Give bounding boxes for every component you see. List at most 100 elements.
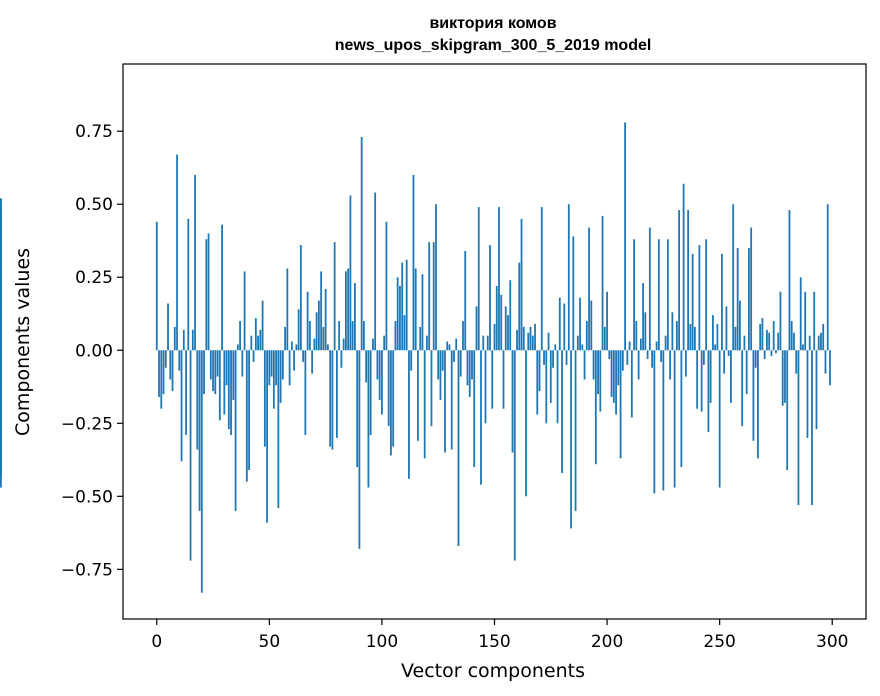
bar [705,239,708,351]
bar [173,326,176,351]
bar [799,277,802,351]
bar [644,312,647,351]
bar [453,350,455,362]
bar [734,326,737,351]
bar [675,321,678,351]
bar [450,350,453,450]
bar [718,350,721,488]
bar [829,350,831,386]
bar [743,335,746,351]
bar [712,315,714,351]
bar [205,239,208,351]
bar [417,350,419,441]
bar [693,326,696,351]
bar [263,350,266,447]
bar [529,326,532,351]
bar [684,350,687,377]
bar [716,323,719,351]
bar [484,350,487,424]
bar [252,350,255,362]
bar [363,321,365,351]
bar [277,350,280,508]
y-tick-label: −0.25 [61,414,113,434]
bar [745,350,748,395]
bar [466,350,469,386]
bar [489,245,491,351]
bar [432,242,435,351]
bar [772,321,775,351]
bar [795,350,798,374]
bar [194,175,196,351]
bar [239,321,241,351]
bar [304,350,307,435]
bar [308,321,311,351]
bar [565,350,568,365]
bar [387,350,390,427]
bar [185,350,187,435]
bar [657,239,660,351]
bar [248,350,250,471]
bar [320,271,323,351]
bar [770,350,773,357]
bar [633,239,635,351]
bar [196,350,199,450]
bar [356,350,359,468]
bar [306,291,309,351]
bar [299,245,302,351]
bar [270,350,273,377]
bar [806,350,809,438]
bar [727,350,730,357]
bar [687,210,690,351]
bar [826,204,829,351]
bar [696,350,699,409]
bar [615,350,617,415]
bar [709,350,712,403]
bar [347,268,350,351]
bar [536,350,539,415]
bar [594,350,597,465]
bar [527,332,530,351]
bar [176,154,178,351]
bar [786,350,789,471]
bar [552,350,554,368]
bar [626,350,629,365]
bar [293,350,296,371]
bar [189,350,192,561]
bar [768,332,771,351]
bar [180,350,183,462]
bar [423,350,426,459]
bar [522,326,525,351]
bar [599,350,602,412]
bar [214,350,217,395]
bar [689,323,692,351]
x-axis-ticks: 0 50 100 150 200 250 300 [151,619,848,652]
bar [243,271,246,351]
bar [342,338,345,351]
bar [446,341,449,351]
bar [603,326,606,351]
bar [797,350,800,506]
bar [428,242,431,351]
bar [367,350,370,488]
bar [338,321,341,351]
bar [669,350,672,380]
bar [700,350,703,412]
bar [766,329,768,351]
bar [155,221,158,351]
bar [169,350,172,380]
chart-title: виктория комов [429,15,556,32]
bar [322,326,325,351]
bar [822,323,825,351]
bar [748,248,750,351]
bar [759,323,762,351]
bar [752,350,755,441]
bar [381,350,383,415]
bar [340,350,343,368]
bar [218,350,221,421]
bar [459,350,462,377]
bar [266,350,268,523]
x-tick-label: 250 [703,632,735,652]
bar [617,350,620,386]
bar [405,259,408,351]
bar [259,329,262,351]
